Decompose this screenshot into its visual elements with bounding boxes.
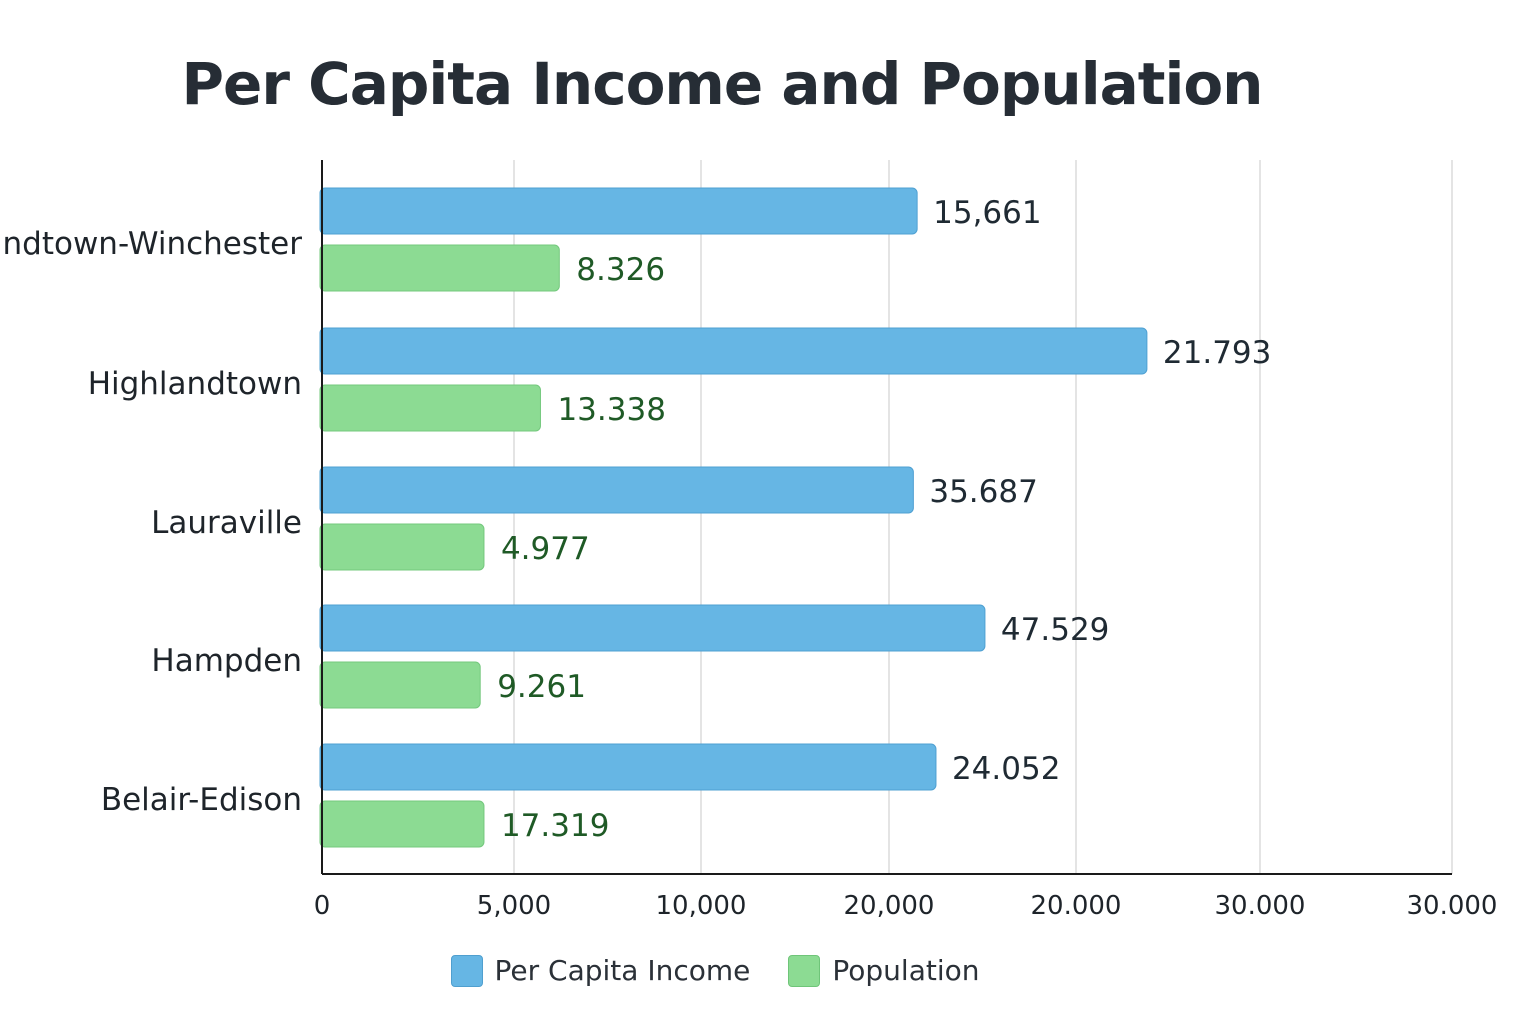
chart-title: Per Capita Income and Population	[181, 50, 1264, 118]
x-tick-label: 30.000	[1215, 891, 1306, 921]
legend: Per Capita Income Population	[0, 954, 1430, 987]
bar-income	[319, 466, 914, 514]
data-label-population: 4.977	[501, 531, 590, 567]
x-tick-label: 10,000	[656, 891, 747, 921]
data-label-income: 24.052	[952, 751, 1060, 787]
data-label-population: 9.261	[497, 669, 586, 705]
category-label: Lauraville	[151, 505, 302, 541]
legend-label-income: Per Capita Income	[494, 954, 751, 987]
x-tick-label: 20.000	[1031, 891, 1122, 921]
legend-item-income[interactable]: Per Capita Income	[450, 954, 751, 987]
bar-population	[319, 384, 541, 432]
x-tick-label: 20,000	[844, 891, 935, 921]
legend-label-population: Population	[832, 954, 980, 987]
bar-population	[319, 661, 481, 709]
bar-population	[319, 800, 485, 848]
category-label: Hampden	[151, 643, 302, 679]
x-tick-label: 5,000	[477, 891, 551, 921]
data-label-income: 47.529	[1001, 612, 1109, 648]
bar-population	[319, 523, 485, 571]
bar-income	[319, 743, 937, 791]
category-label: Highlandtown	[88, 366, 302, 402]
data-label-income: 35.687	[929, 474, 1037, 510]
bar-population	[319, 244, 560, 292]
bar-income	[319, 327, 1148, 375]
data-label-population: 17.319	[501, 808, 609, 844]
legend-swatch-income	[450, 954, 483, 987]
data-label-population: 8.326	[576, 252, 665, 288]
x-tick-label: 30.000	[1407, 891, 1498, 921]
data-label-income: 21.793	[1163, 335, 1271, 371]
data-label-population: 13.338	[557, 392, 665, 428]
legend-swatch-population	[788, 954, 821, 987]
x-tick-label: 0	[314, 891, 331, 921]
bar-income	[319, 604, 986, 652]
category-label: Belair-Edison	[101, 782, 302, 818]
plot-area: 15,661 21.793 35.687 47.529 24.052 8.326 13.33…	[3, 160, 1498, 921]
bar-income	[319, 187, 918, 235]
data-label-income: 15,661	[933, 195, 1041, 231]
legend-item-population[interactable]: Population	[788, 954, 979, 987]
category-label: ndtown-Winchester	[3, 226, 303, 262]
